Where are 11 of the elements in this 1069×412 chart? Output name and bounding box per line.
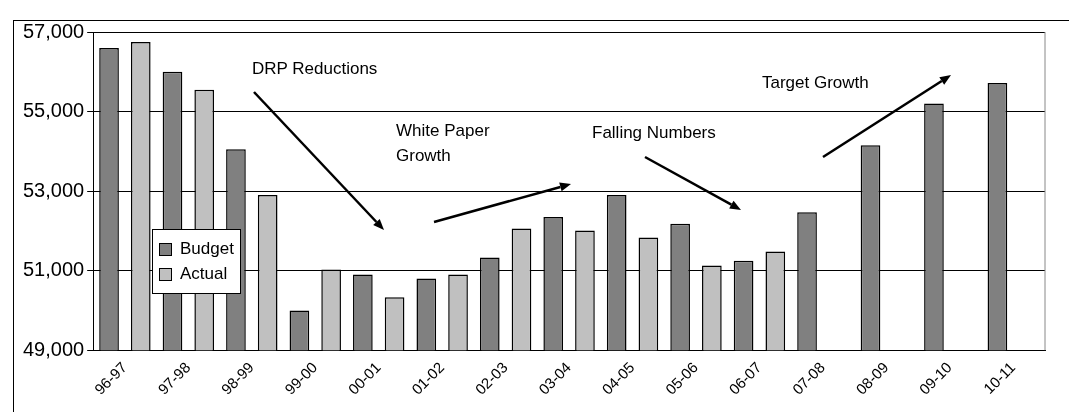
legend-label: Actual — [180, 264, 228, 284]
annotation: White Paper Growth — [396, 120, 491, 167]
y-tick-label: 57,000 — [23, 19, 85, 42]
annotation: Falling Numbers — [592, 122, 716, 144]
annotation: Target Growth — [762, 72, 869, 94]
y-tick-label: 55,000 — [23, 99, 85, 122]
y-tick-label: 51,000 — [23, 258, 85, 281]
y-tick-label: 53,000 — [23, 178, 85, 201]
y-tick-label: 49,000 — [23, 337, 85, 360]
annotation: DRP Reductions — [252, 58, 378, 80]
legend-label: Budget — [180, 239, 234, 259]
